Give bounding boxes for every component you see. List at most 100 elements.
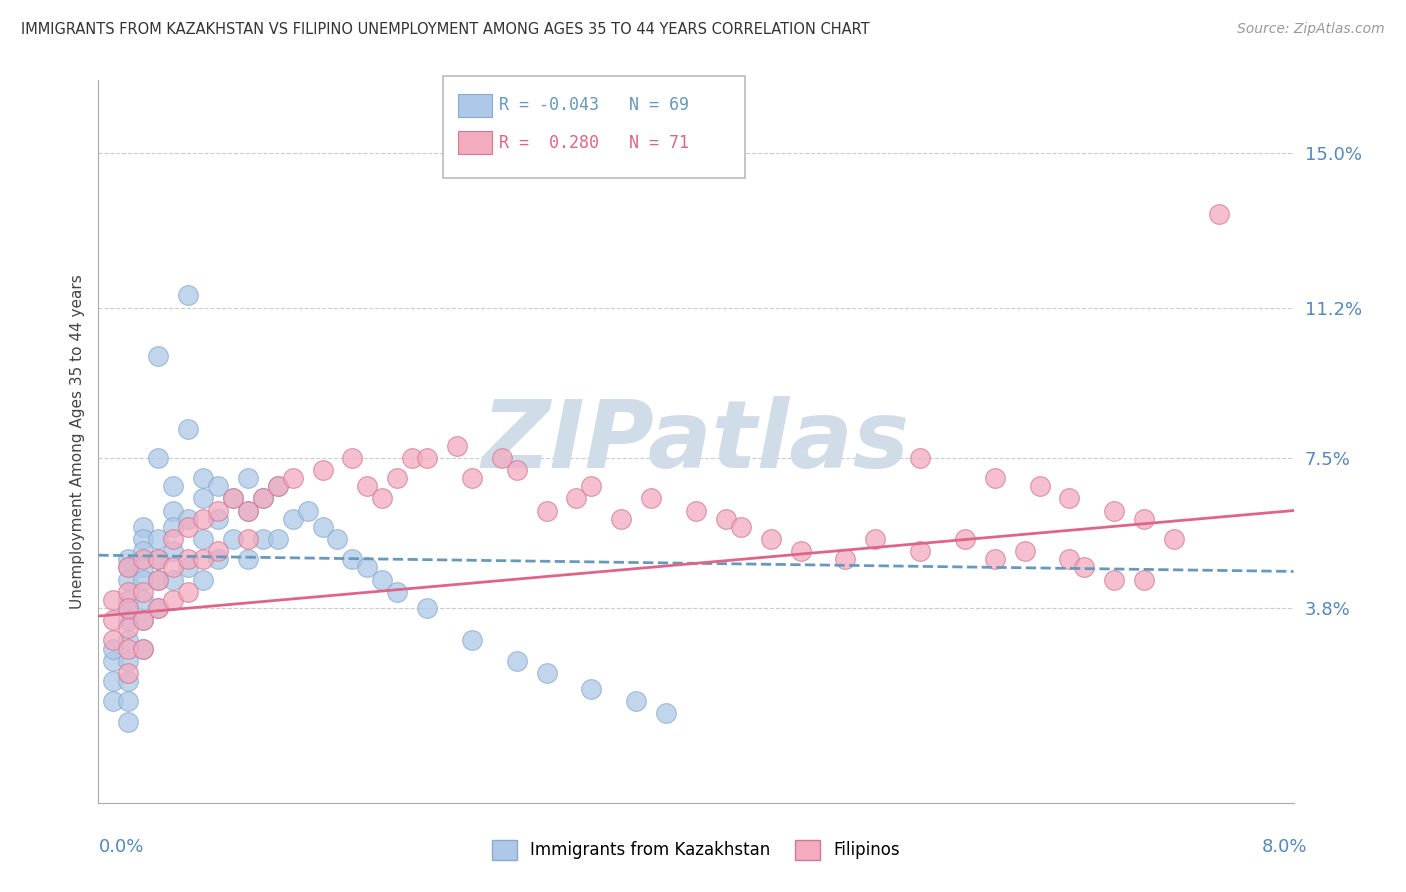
Point [865,532,887,546]
Point [222,491,245,506]
Text: Source: ZipAtlas.com: Source: ZipAtlas.com [1237,22,1385,37]
Point [177,511,200,525]
Point [117,592,139,607]
Point [685,503,707,517]
Point [177,422,200,436]
Point [148,573,170,587]
Point [117,584,139,599]
Point [356,560,378,574]
Point [162,573,184,587]
Point [191,511,214,525]
Point [191,552,214,566]
Text: ZIPatlas: ZIPatlas [482,395,910,488]
Point [222,532,245,546]
Point [132,520,155,534]
Point [117,601,139,615]
Point [236,552,259,566]
Point [207,479,229,493]
Legend: Immigrants from Kazakhstan, Filipinos: Immigrants from Kazakhstan, Filipinos [485,833,907,867]
Point [148,573,170,587]
Point [401,450,423,465]
Point [148,532,170,546]
Point [506,654,529,668]
Point [908,450,931,465]
Point [132,613,155,627]
Point [162,479,184,493]
Point [117,673,139,688]
Point [162,592,184,607]
Point [117,560,139,574]
Point [117,560,139,574]
Text: 0.0%: 0.0% [98,838,143,855]
Point [342,552,364,566]
Point [953,532,976,546]
Point [162,520,184,534]
Point [1014,544,1036,558]
Point [103,654,125,668]
Point [640,491,662,506]
Point [117,573,139,587]
Point [117,552,139,566]
Point [132,641,155,656]
Point [730,520,752,534]
Point [1104,573,1126,587]
Point [103,592,125,607]
Point [117,621,139,635]
Point [117,694,139,708]
Point [984,552,1007,566]
Point [162,532,184,546]
Point [626,694,648,708]
Point [132,532,155,546]
Point [132,592,155,607]
Point [416,450,439,465]
Text: IMMIGRANTS FROM KAZAKHSTAN VS FILIPINO UNEMPLOYMENT AMONG AGES 35 TO 44 YEARS CO: IMMIGRANTS FROM KAZAKHSTAN VS FILIPINO U… [21,22,870,37]
Point [191,471,214,485]
Point [908,544,931,558]
Point [117,714,139,729]
Point [536,503,558,517]
Point [103,641,125,656]
Point [311,520,333,534]
Point [1133,511,1156,525]
Point [446,439,468,453]
Point [385,584,409,599]
Point [132,584,155,599]
Point [281,471,304,485]
Point [1133,573,1156,587]
Point [148,601,170,615]
Point [385,471,409,485]
Point [117,613,139,627]
Point [177,288,200,302]
Point [103,694,125,708]
Point [207,544,229,558]
Point [117,654,139,668]
Point [148,601,170,615]
Point [267,479,290,493]
Point [461,471,484,485]
Point [1059,491,1081,506]
Point [1073,560,1095,574]
Point [461,633,484,648]
Point [252,532,274,546]
Point [491,450,513,465]
Y-axis label: Unemployment Among Ages 35 to 44 years: Unemployment Among Ages 35 to 44 years [69,274,84,609]
Point [148,450,170,465]
Point [267,479,290,493]
Point [148,552,170,566]
Point [984,471,1007,485]
Text: R =  0.280   N = 71: R = 0.280 N = 71 [499,134,689,152]
Point [252,491,274,506]
Point [236,532,259,546]
Point [311,463,333,477]
Point [191,532,214,546]
Point [177,560,200,574]
Point [207,552,229,566]
Point [177,520,200,534]
Point [117,601,139,615]
Point [117,633,139,648]
Point [162,560,184,574]
Point [177,552,200,566]
Point [789,544,811,558]
Point [191,491,214,506]
Point [236,503,259,517]
